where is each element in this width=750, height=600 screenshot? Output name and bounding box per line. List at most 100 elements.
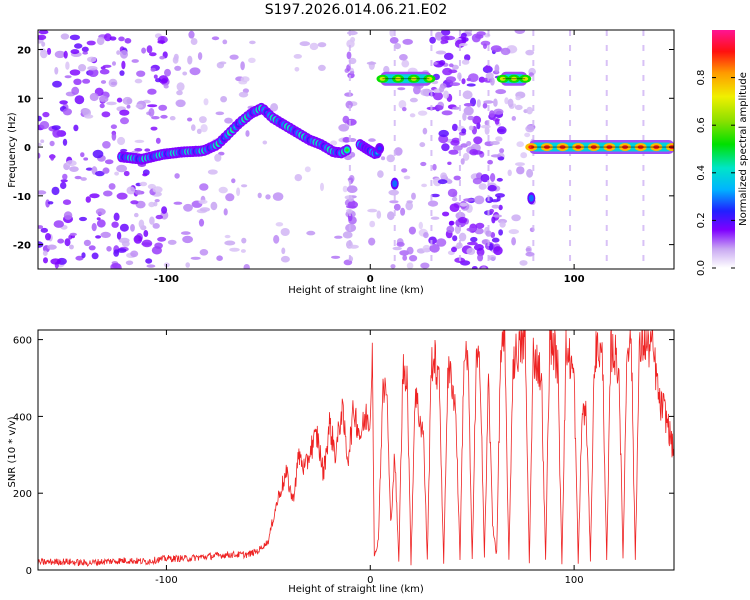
noise-blob bbox=[40, 49, 48, 59]
noise-blob bbox=[123, 170, 130, 177]
noise-blob bbox=[159, 55, 165, 60]
snr-plot-area bbox=[38, 330, 674, 570]
noise-blob bbox=[160, 114, 168, 119]
noise-blob bbox=[147, 104, 158, 108]
noise-blob bbox=[113, 249, 120, 257]
noise-blob bbox=[121, 60, 126, 70]
noise-blob bbox=[117, 248, 127, 253]
noise-blob bbox=[71, 86, 80, 95]
secondary-spot bbox=[392, 180, 398, 188]
snr-y-tick-label: 0 bbox=[26, 566, 32, 577]
noise-blob bbox=[493, 246, 503, 256]
noise-blob bbox=[199, 249, 209, 256]
noise-blob bbox=[389, 30, 395, 37]
noise-blob bbox=[51, 125, 61, 130]
noise-blob bbox=[135, 103, 143, 109]
noise-blob bbox=[91, 252, 99, 260]
noise-blob bbox=[126, 104, 131, 109]
noise-blob bbox=[427, 200, 439, 207]
noise-blob bbox=[121, 240, 130, 247]
noise-blob bbox=[499, 221, 506, 228]
noise-blob bbox=[394, 43, 401, 50]
noise-blob bbox=[198, 218, 205, 227]
noise-blob bbox=[317, 42, 327, 48]
snr-x-tick-label: 100 bbox=[565, 575, 584, 586]
noise-blob bbox=[257, 192, 262, 199]
noise-blob bbox=[393, 203, 401, 211]
noise-blob bbox=[102, 167, 110, 174]
spectrogram-y-label: Frequency (Hz) bbox=[7, 112, 18, 188]
noise-blob bbox=[148, 201, 156, 208]
noise-blob bbox=[154, 199, 160, 203]
noise-blob bbox=[516, 166, 525, 175]
noise-blob bbox=[433, 177, 442, 187]
noise-blob bbox=[478, 76, 486, 83]
noise-blob bbox=[452, 123, 458, 132]
noise-blob bbox=[473, 244, 484, 251]
noise-blob bbox=[169, 116, 176, 121]
noise-blob bbox=[45, 233, 51, 241]
snr-panel: -100 0 100 0 200 400 600 Height of straight li… bbox=[7, 329, 675, 595]
noise-blob bbox=[146, 45, 153, 54]
noise-blob bbox=[190, 256, 201, 260]
noise-blob bbox=[141, 239, 153, 248]
noise-blob bbox=[342, 115, 350, 124]
noise-blob bbox=[429, 36, 436, 44]
noise-blob bbox=[73, 124, 79, 132]
noise-blob bbox=[497, 156, 505, 161]
snr-y-tick-label: 400 bbox=[13, 412, 32, 423]
noise-blob bbox=[265, 194, 271, 200]
noise-blob bbox=[440, 30, 451, 36]
noise-blob bbox=[147, 88, 157, 95]
colorbar-ticks: 0.0 0.2 0.4 0.6 0.8 bbox=[696, 70, 735, 276]
spec-y-tick-label: 0 bbox=[24, 143, 31, 154]
noise-blob bbox=[240, 249, 246, 253]
noise-blob bbox=[134, 189, 142, 195]
noise-blob bbox=[245, 130, 250, 137]
noise-blob bbox=[196, 128, 202, 134]
noise-blob bbox=[102, 141, 111, 149]
spec-y-tick-label: 20 bbox=[17, 46, 31, 57]
noise-blob bbox=[472, 115, 482, 125]
noise-blob bbox=[75, 255, 84, 261]
noise-blob bbox=[74, 175, 82, 180]
noise-blob bbox=[199, 207, 211, 212]
noise-blob bbox=[60, 33, 70, 40]
noise-blob bbox=[493, 108, 504, 115]
noise-blob bbox=[392, 246, 402, 251]
noise-blob bbox=[134, 78, 143, 84]
noise-blob bbox=[214, 153, 222, 162]
noise-blob bbox=[119, 109, 130, 116]
noise-blob bbox=[462, 112, 467, 121]
noise-blob bbox=[447, 161, 452, 165]
noise-blob bbox=[85, 196, 92, 203]
noise-blob bbox=[498, 229, 503, 236]
noise-blob bbox=[436, 238, 447, 247]
snr-line bbox=[38, 330, 674, 567]
noise-blob bbox=[215, 111, 225, 116]
noise-blob bbox=[225, 193, 235, 202]
noise-blob bbox=[338, 124, 350, 132]
noise-blob bbox=[491, 237, 500, 243]
noise-blob bbox=[275, 222, 284, 227]
noise-blob bbox=[69, 69, 81, 76]
noise-blob bbox=[153, 201, 158, 207]
noise-blob bbox=[460, 158, 465, 165]
noise-blob bbox=[187, 117, 193, 122]
noise-blob bbox=[473, 136, 483, 145]
noise-blob bbox=[499, 148, 505, 154]
noise-blob bbox=[419, 142, 426, 148]
noise-blob bbox=[210, 201, 218, 211]
noise-blob bbox=[38, 115, 42, 122]
noise-blob bbox=[448, 69, 458, 74]
noise-blob bbox=[117, 136, 126, 146]
noise-blob bbox=[99, 95, 109, 103]
noise-blob bbox=[130, 224, 135, 232]
noise-blob bbox=[487, 184, 497, 192]
noise-blob bbox=[197, 52, 203, 61]
noise-blob bbox=[368, 237, 376, 246]
noise-blob bbox=[447, 188, 458, 198]
noise-blob bbox=[467, 241, 478, 246]
noise-blob bbox=[110, 81, 117, 86]
